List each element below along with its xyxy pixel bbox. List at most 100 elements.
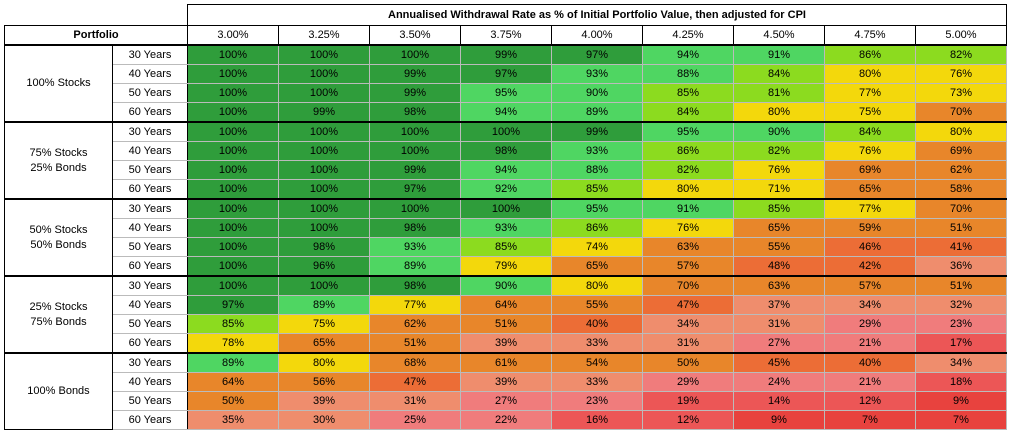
years-label: 40 Years [112, 295, 188, 315]
success-rate-cell: 100% [278, 275, 370, 296]
success-rate-cell: 77% [369, 295, 461, 315]
success-rate-cell: 62% [369, 314, 461, 334]
success-rate-cell: 100% [187, 179, 279, 200]
success-rate-cell: 30% [278, 410, 370, 430]
success-rate-cell: 42% [824, 256, 916, 277]
success-rate-cell: 23% [915, 314, 1007, 334]
success-rate-cell: 86% [551, 218, 643, 238]
success-rate-cell: 99% [460, 44, 552, 65]
years-label: 50 Years [112, 83, 188, 103]
success-rate-cell: 99% [369, 83, 461, 103]
success-rate-cell: 93% [369, 237, 461, 257]
success-rate-cell: 29% [642, 372, 734, 392]
success-rate-cell: 100% [187, 237, 279, 257]
years-label: 60 Years [112, 256, 188, 277]
success-rate-cell: 69% [824, 160, 916, 180]
title-row: Annualised Withdrawal Rate as % of Initi… [4, 4, 1007, 26]
data-row: 40 Years 97% 89% 77% 64% 55% 47% 37% 34% 32% [5, 295, 1007, 315]
success-rate-cell: 64% [460, 295, 552, 315]
success-rate-cell: 17% [915, 333, 1007, 354]
success-rate-cell: 89% [187, 352, 279, 373]
data-row: 40 Years 100% 100% 98% 93% 86% 76% 65% 59% 51% [5, 218, 1007, 238]
success-rate-cell: 93% [460, 218, 552, 238]
success-rate-cell: 82% [642, 160, 734, 180]
success-rate-cell: 84% [642, 102, 734, 123]
rate-header: 4.25% [642, 25, 734, 46]
success-rate-cell: 37% [733, 295, 825, 315]
success-rate-cell: 65% [551, 256, 643, 277]
success-rate-cell: 78% [187, 333, 279, 354]
data-row: 100% Bonds 30 Years 89% 80% 68% 61% 54% 50% 45% 4… [4, 352, 1007, 430]
years-label: 40 Years [112, 218, 188, 238]
portfolio-label-line: 100% Stocks [26, 77, 91, 89]
success-rate-cell: 33% [551, 372, 643, 392]
success-rate-cell: 63% [642, 237, 734, 257]
data-row: 60 Years 100% 96% 89% 79% 65% 57% 48% 42% 36% [5, 256, 1007, 277]
data-row: 50 Years 50% 39% 31% 27% 23% 19% 14% 12% 9% [5, 391, 1007, 411]
success-rate-cell: 100% [460, 198, 552, 219]
data-row: 50 Years 100% 100% 99% 95% 90% 85% 81% 77% 73% [5, 83, 1007, 103]
success-rate-cell: 85% [642, 83, 734, 103]
success-rate-cell: 70% [642, 275, 734, 296]
data-row: 50 Years 85% 75% 62% 51% 40% 34% 31% 29% 23% [5, 314, 1007, 334]
success-rate-cell: 98% [369, 218, 461, 238]
success-rate-cell: 55% [551, 295, 643, 315]
success-rate-cell: 50% [642, 352, 734, 373]
years-label: 50 Years [112, 391, 188, 411]
data-row: 50 Years 100% 100% 99% 94% 88% 82% 76% 69% 62% [5, 160, 1007, 180]
success-rate-cell: 40% [551, 314, 643, 334]
success-rate-cell: 73% [915, 83, 1007, 103]
success-rate-cell: 100% [187, 121, 279, 142]
success-rate-cell: 89% [278, 295, 370, 315]
success-rate-cell: 80% [733, 102, 825, 123]
success-rate-cell: 85% [551, 179, 643, 200]
success-rate-cell: 76% [915, 64, 1007, 84]
withdrawal-table: Annualised Withdrawal Rate as % of Initi… [4, 4, 1007, 430]
success-rate-cell: 39% [460, 333, 552, 354]
success-rate-cell: 7% [915, 410, 1007, 430]
success-rate-cell: 21% [824, 372, 916, 392]
success-rate-cell: 100% [278, 179, 370, 200]
success-rate-cell: 100% [278, 83, 370, 103]
success-rate-cell: 97% [187, 295, 279, 315]
success-rate-cell: 100% [187, 198, 279, 219]
years-label: 30 Years [112, 352, 188, 373]
success-rate-cell: 80% [642, 179, 734, 200]
success-rate-cell: 86% [824, 44, 916, 65]
success-rate-cell: 74% [551, 237, 643, 257]
portfolio-header: Portfolio [4, 25, 188, 46]
success-rate-cell: 21% [824, 333, 916, 354]
success-rate-cell: 84% [733, 64, 825, 84]
portfolio-label-line: 75% Bonds [30, 315, 87, 328]
success-rate-cell: 25% [369, 410, 461, 430]
success-rate-cell: 90% [551, 83, 643, 103]
success-rate-cell: 50% [187, 391, 279, 411]
success-rate-cell: 98% [369, 102, 461, 123]
success-rate-cell: 100% [278, 198, 370, 219]
success-rate-cell: 100% [278, 160, 370, 180]
success-rate-cell: 100% [187, 83, 279, 103]
success-rate-cell: 95% [460, 83, 552, 103]
success-rate-cell: 65% [278, 333, 370, 354]
success-rate-cell: 34% [915, 352, 1007, 373]
years-label: 40 Years [112, 141, 188, 161]
rate-header: 5.00% [915, 25, 1007, 46]
success-rate-cell: 99% [369, 64, 461, 84]
success-rate-cell: 46% [824, 237, 916, 257]
success-rate-cell: 18% [915, 372, 1007, 392]
success-rate-cell: 56% [278, 372, 370, 392]
success-rate-cell: 33% [551, 333, 643, 354]
portfolio-label-line: 50% Stocks [29, 223, 88, 236]
success-rate-cell: 34% [824, 295, 916, 315]
success-rate-cell: 55% [733, 237, 825, 257]
data-row: 100% Stocks 30 Years 100% 100% 100% 99% 97% 94%… [4, 44, 1007, 123]
years-label: 30 Years [112, 44, 188, 65]
success-rate-cell: 97% [369, 179, 461, 200]
success-rate-cell: 36% [915, 256, 1007, 277]
success-rate-cell: 98% [460, 141, 552, 161]
success-rate-cell: 100% [187, 160, 279, 180]
success-rate-cell: 12% [824, 391, 916, 411]
years-label: 30 Years [112, 275, 188, 296]
success-rate-cell: 14% [733, 391, 825, 411]
success-rate-cell: 88% [551, 160, 643, 180]
